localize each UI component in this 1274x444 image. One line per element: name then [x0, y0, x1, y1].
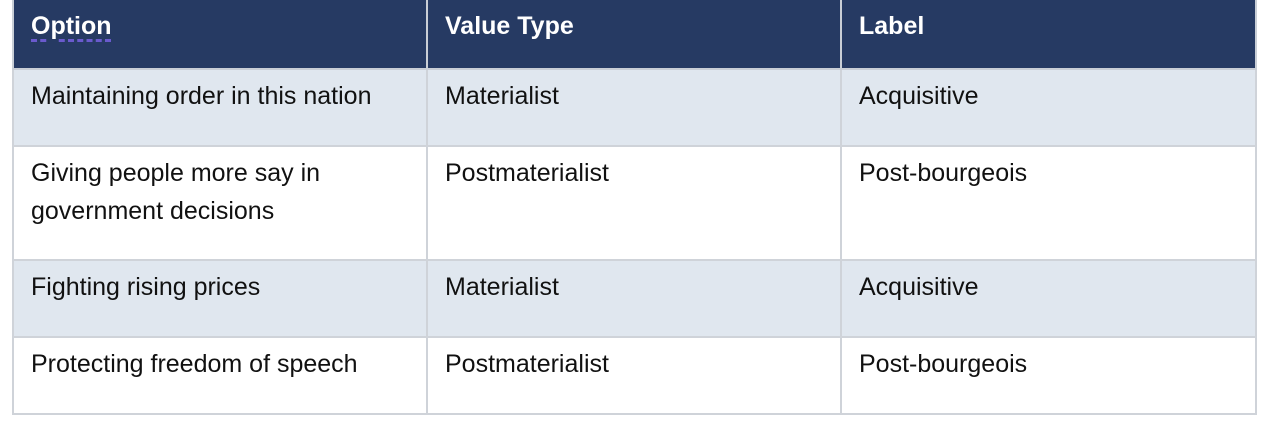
- cell-value-type[interactable]: Materialist: [426, 68, 842, 147]
- header-label[interactable]: Label: [840, 0, 1257, 70]
- cell-value-type[interactable]: Postmaterialist: [426, 145, 842, 261]
- cell-option[interactable]: Maintaining order in this nation: [12, 68, 428, 147]
- cell-option[interactable]: Fighting rising prices: [12, 259, 428, 338]
- cell-option[interactable]: Protecting freedom of speech: [12, 336, 428, 415]
- header-value-type[interactable]: Value Type: [426, 0, 842, 70]
- table-header: Option Value Type Label: [12, 0, 1257, 70]
- header-option-label: Option: [31, 12, 112, 40]
- table-row: Maintaining order in this nation Materia…: [12, 68, 1257, 147]
- table-row: Giving people more say in government dec…: [12, 145, 1257, 261]
- values-table: Option Value Type Label Maintaining orde…: [12, 0, 1257, 415]
- header-value-type-label: Value Type: [445, 12, 574, 40]
- cell-label[interactable]: Acquisitive: [840, 68, 1257, 147]
- cell-value-type[interactable]: Materialist: [426, 259, 842, 338]
- table-row: Protecting freedom of speech Postmateria…: [12, 336, 1257, 415]
- header-label-label: Label: [859, 12, 925, 40]
- cell-option[interactable]: Giving people more say in government dec…: [12, 145, 428, 261]
- cell-label[interactable]: Post-bourgeois: [840, 336, 1257, 415]
- table-row: Fighting rising prices Materialist Acqui…: [12, 259, 1257, 338]
- cell-value-type[interactable]: Postmaterialist: [426, 336, 842, 415]
- cell-label[interactable]: Post-bourgeois: [840, 145, 1257, 261]
- header-option[interactable]: Option: [12, 0, 428, 70]
- header-row: Option Value Type Label: [12, 0, 1257, 70]
- cell-label[interactable]: Acquisitive: [840, 259, 1257, 338]
- table-body: Maintaining order in this nation Materia…: [12, 68, 1257, 415]
